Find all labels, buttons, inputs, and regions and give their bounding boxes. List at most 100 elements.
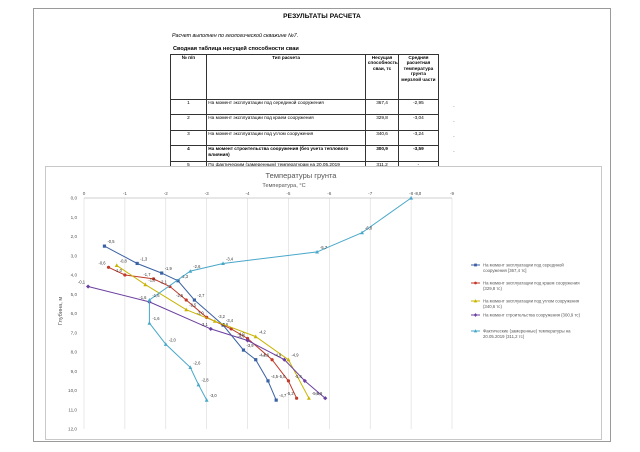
y-tick-label: 11,0: [68, 407, 77, 412]
data-point-marker: [184, 298, 188, 302]
data-point-marker: [270, 358, 274, 362]
table-row: 4 На момент строительства сооружения (без…: [170, 145, 440, 162]
data-label: -5,0: [278, 374, 286, 379]
data-point-marker: [106, 265, 111, 269]
y-tick-label: 8,0: [71, 350, 78, 355]
data-point-marker: [114, 263, 119, 267]
data-label: -8,0: [414, 191, 422, 196]
data-label: -5,9: [315, 391, 323, 396]
temperature-chart: Температуры грунта Температура, °С Глуби…: [45, 166, 602, 440]
y-tick-label: 6,0: [71, 311, 78, 316]
header-number: № п/п: [170, 54, 207, 100]
y-tick-label: 5,0: [71, 292, 78, 297]
data-label: -5,2: [287, 391, 295, 396]
data-label: -1,5: [148, 278, 156, 283]
data-label: -0,5: [107, 239, 115, 244]
row-temperature: -3,59: [397, 145, 440, 162]
data-point-marker: [221, 261, 225, 266]
row-number: 1: [170, 98, 207, 116]
data-label: -3,0: [197, 310, 205, 315]
table-row: 2 На момент эксплуатации под краем сооруж…: [170, 114, 440, 131]
row-temperature: -3,24: [397, 129, 440, 147]
x-tick-label: -9: [450, 191, 455, 196]
row-capacity: 329,8: [365, 114, 399, 131]
data-point-marker: [473, 299, 478, 303]
y-tick-label: 10,0: [68, 388, 77, 393]
data-point-marker: [160, 271, 164, 275]
margin-dot: -: [453, 149, 455, 155]
data-label: -4,9: [274, 353, 282, 358]
data-label: -0,8: [120, 258, 128, 263]
data-point-marker: [274, 398, 278, 402]
legend-label-line: 20.05.2019 (311,2 тс): [483, 334, 525, 339]
data-point-marker: [208, 326, 213, 331]
legend-item: На момент эксплуатации под серединой соор…: [471, 263, 564, 273]
header-type: Тип расчета: [205, 54, 367, 100]
data-point-marker: [176, 279, 180, 283]
legend-label-line: На момент эксплуатации под краем сооруже…: [483, 281, 580, 286]
data-label: -2,8: [201, 378, 209, 383]
data-label: -3,9: [246, 343, 254, 348]
margin-dot: -: [453, 119, 455, 125]
data-point-marker: [254, 358, 258, 362]
data-point-marker: [147, 321, 152, 325]
data-point-marker: [102, 244, 107, 248]
table-row: 1 На момент эксплуатации под серединой со…: [170, 98, 440, 116]
data-label: -4,6: [262, 353, 270, 358]
margin-dot: -: [453, 104, 455, 110]
data-label: -2,7: [197, 293, 205, 298]
summary-table: № п/п Тип расчета Несущая способность св…: [170, 54, 440, 177]
data-label: -1,9: [165, 266, 173, 271]
data-point-marker: [147, 297, 152, 302]
data-point-marker: [123, 273, 127, 277]
data-label: -4,0: [237, 333, 245, 338]
data-point-marker: [474, 281, 477, 285]
data-point-marker: [253, 334, 258, 339]
legend-label: На момент эксплуатации под серединой соор…: [483, 263, 564, 273]
data-point-marker: [473, 329, 478, 333]
data-point-marker: [188, 269, 193, 273]
margin-dot: -: [453, 134, 455, 140]
data-point-marker: [302, 378, 307, 383]
row-type: На момент эксплуатации под серединой соо…: [205, 98, 367, 116]
row-capacity: 340,6: [365, 129, 399, 147]
data-point-marker: [163, 342, 168, 346]
y-tick-label: 3,0: [71, 253, 78, 258]
legend-item: На момент строительства сооружения (300,…: [471, 313, 581, 318]
legend-label-line: На момент строительства сооружения (300,…: [483, 313, 581, 318]
data-label: -0,6: [98, 260, 106, 265]
data-point-marker: [188, 365, 193, 369]
data-label: -1,0: [115, 268, 123, 273]
row-temperature: -3,04: [397, 114, 440, 131]
data-point-marker: [315, 249, 319, 254]
x-tick-label: -2: [164, 191, 169, 196]
data-label: -4,2: [259, 330, 267, 335]
data-label: -2,3: [181, 274, 189, 279]
data-label: -1,3: [140, 256, 148, 261]
legend-label-line: сооружения [367,4 тс]: [483, 268, 526, 273]
data-point-marker: [151, 277, 156, 281]
data-label: -6,8: [365, 226, 373, 231]
data-label: -0,1: [78, 280, 86, 285]
series-3: -0,8 -1,5 -2,5 -3,2 -4,2 -4,9 -5,5: [114, 258, 320, 400]
grid-layer: [83, 198, 453, 429]
x-tick-label: 0: [83, 191, 86, 196]
data-label: -3,0: [210, 393, 218, 398]
data-label: -2,0: [169, 337, 177, 342]
data-point-marker: [295, 396, 299, 400]
data-point-marker: [266, 379, 270, 383]
series-5: -8,0 -6,8 -5,7 -3,4 -2,6 -1,6 -1,6 -2,0 -2,6 -2,8…: [147, 191, 422, 402]
data-point-marker: [286, 379, 291, 383]
data-label: -2,5: [189, 303, 197, 308]
series-line: [104, 245, 277, 401]
x-tick-label: -6: [327, 191, 332, 196]
data-point-marker: [212, 319, 217, 323]
row-type: На момент эксплуатации под краем сооруже…: [205, 114, 367, 131]
data-label: -5,5: [312, 391, 320, 396]
data-point-marker: [135, 261, 139, 266]
data-label: -1,6: [139, 295, 147, 300]
data-label: -2,5: [176, 293, 184, 298]
chart-svg: Температуры грунта Температура, °С Глуби…: [58, 171, 581, 432]
x-tick-label: -5: [286, 191, 291, 196]
y-tick-label: 2,0: [71, 234, 78, 239]
